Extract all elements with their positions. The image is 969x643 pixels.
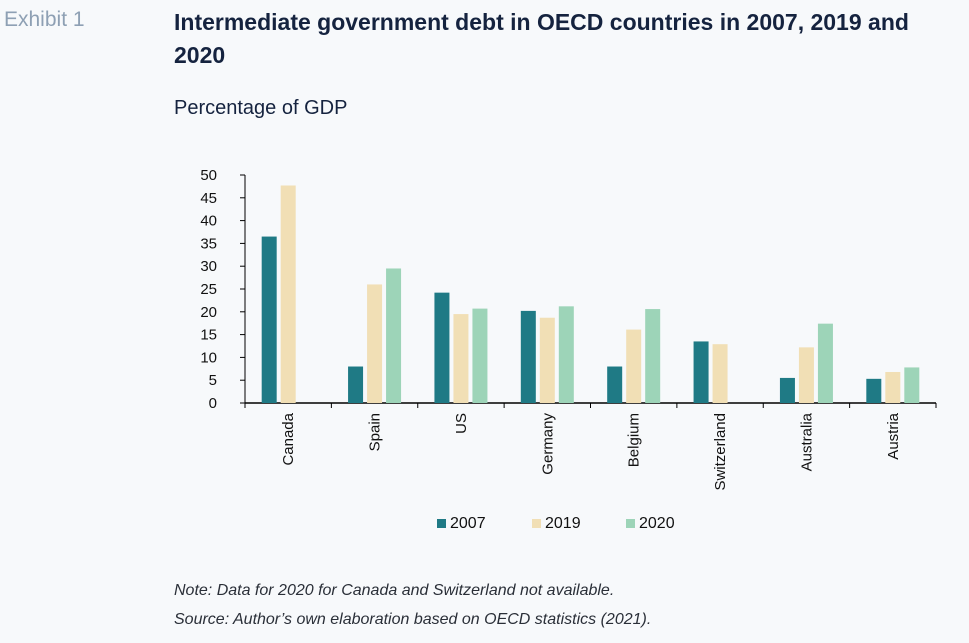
legend-label-2020: 2020 — [639, 515, 675, 532]
bar-germany-2007 — [520, 310, 536, 403]
bar-austria-2020 — [904, 367, 920, 403]
legend-swatch-2020 — [626, 519, 635, 528]
y-tick-label: 0 — [209, 395, 217, 412]
x-tick-label: Australia — [798, 412, 815, 471]
chart-note: Note: Data for 2020 for Canada and Switz… — [174, 582, 615, 599]
x-tick-label: Belgium — [626, 413, 643, 467]
x-tick-label: Spain — [367, 413, 384, 451]
bar-germany-2020 — [558, 306, 574, 403]
bar-canada-2019 — [280, 185, 296, 403]
exhibit-label: Exhibit 1 — [4, 8, 85, 31]
legend-swatch-2019 — [532, 519, 541, 528]
legend-swatch-2007 — [437, 519, 446, 528]
bar-germany-2019 — [539, 317, 555, 403]
bar-us-2007 — [434, 292, 450, 403]
x-tick-label: Germany — [539, 413, 556, 475]
bar-us-2019 — [453, 314, 469, 403]
y-tick-label: 30 — [200, 258, 217, 275]
y-tick-label: 35 — [200, 235, 217, 252]
bar-belgium-2019 — [626, 329, 642, 403]
bar-australia-2019 — [798, 347, 814, 403]
chart-title: Intermediate government debt in OECD cou… — [174, 9, 909, 68]
bar-austria-2007 — [866, 378, 882, 403]
y-tick-label: 25 — [200, 281, 217, 298]
bar-switzerland-2007 — [693, 341, 709, 403]
bar-austria-2019 — [885, 371, 901, 403]
bar-australia-2020 — [817, 323, 833, 403]
bar-belgium-2020 — [645, 309, 661, 403]
legend-label-2019: 2019 — [545, 515, 581, 532]
bar-us-2020 — [472, 308, 488, 403]
chart-source: Source: Author’s own elaboration based o… — [174, 611, 652, 628]
y-tick-label: 20 — [200, 304, 217, 321]
x-tick-label: US — [453, 413, 470, 434]
y-tick-label: 40 — [200, 213, 217, 230]
y-tick-label: 45 — [200, 190, 217, 207]
bar-switzerland-2019 — [712, 344, 728, 403]
bar-belgium-2007 — [607, 366, 623, 403]
y-tick-label: 10 — [200, 349, 217, 366]
bar-spain-2007 — [348, 366, 364, 403]
y-tick-label: 5 — [209, 372, 217, 389]
x-tick-label: Switzerland — [712, 413, 729, 491]
bar-spain-2019 — [367, 284, 383, 403]
y-tick-label: 50 — [200, 167, 217, 184]
y-tick-label: 15 — [200, 327, 217, 344]
bar-canada-2007 — [261, 236, 277, 403]
legend-label-2007: 2007 — [450, 515, 486, 532]
bar-australia-2007 — [779, 377, 795, 403]
bar-spain-2020 — [386, 268, 402, 403]
x-tick-label: Canada — [280, 412, 297, 465]
chart-subtitle: Percentage of GDP — [174, 97, 348, 119]
x-tick-label: Austria — [885, 412, 902, 459]
